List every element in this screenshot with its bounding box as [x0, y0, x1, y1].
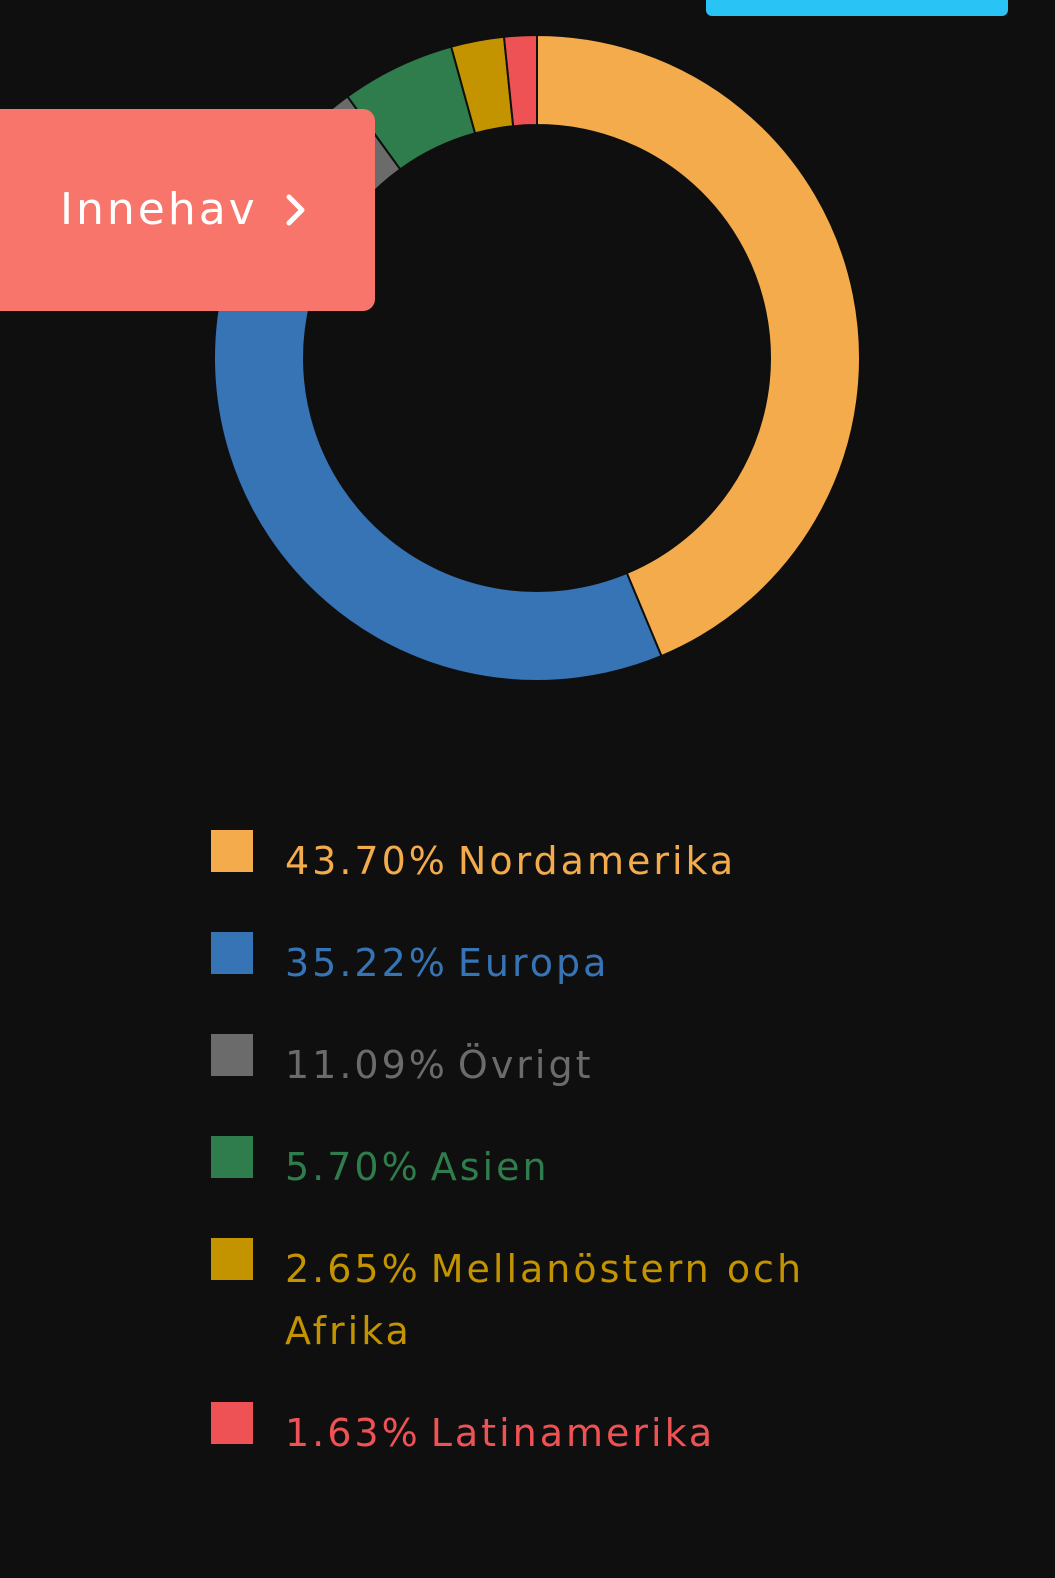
- legend-label: Övrigt: [457, 1043, 594, 1087]
- legend-swatch: [211, 1238, 253, 1280]
- chart-legend: 43.70% Nordamerika 35.22% Europa 11.09% Övrig…: [211, 830, 811, 1504]
- legend-label: Mellanöstern och Afrika: [285, 1247, 805, 1353]
- legend-item: 43.70% Nordamerika: [211, 830, 811, 892]
- innehav-button[interactable]: Innehav: [0, 109, 375, 311]
- legend-label: Latinamerika: [430, 1411, 716, 1455]
- donut-slice-1[interactable]: [213, 277, 663, 682]
- innehav-button-label: Innehav: [60, 184, 258, 235]
- top-tab[interactable]: [706, 0, 1008, 16]
- donut-slice-5[interactable]: [502, 33, 538, 128]
- legend-item: 5.70% Asien: [211, 1136, 811, 1198]
- legend-percentage: 35.22%: [285, 941, 448, 985]
- legend-percentage: 2.65%: [285, 1247, 421, 1291]
- legend-label: Asien: [430, 1145, 550, 1189]
- donut-slice-0[interactable]: [536, 33, 861, 658]
- legend-item: 11.09% Övrigt: [211, 1034, 811, 1096]
- legend-item: 1.63% Latinamerika: [211, 1402, 811, 1464]
- legend-percentage: 5.70%: [285, 1145, 421, 1189]
- legend-label: Europa: [457, 941, 610, 985]
- legend-label: Nordamerika: [457, 839, 737, 883]
- legend-swatch: [211, 1136, 253, 1178]
- legend-swatch: [211, 830, 253, 872]
- legend-percentage: 11.09%: [285, 1043, 448, 1087]
- legend-item: 35.22% Europa: [211, 932, 811, 994]
- legend-item: 2.65% Mellanöstern och Afrika: [211, 1238, 811, 1362]
- legend-swatch: [211, 1034, 253, 1076]
- chevron-right-icon: [284, 193, 308, 227]
- legend-percentage: 43.70%: [285, 839, 448, 883]
- legend-swatch: [211, 932, 253, 974]
- legend-swatch: [211, 1402, 253, 1444]
- legend-percentage: 1.63%: [285, 1411, 421, 1455]
